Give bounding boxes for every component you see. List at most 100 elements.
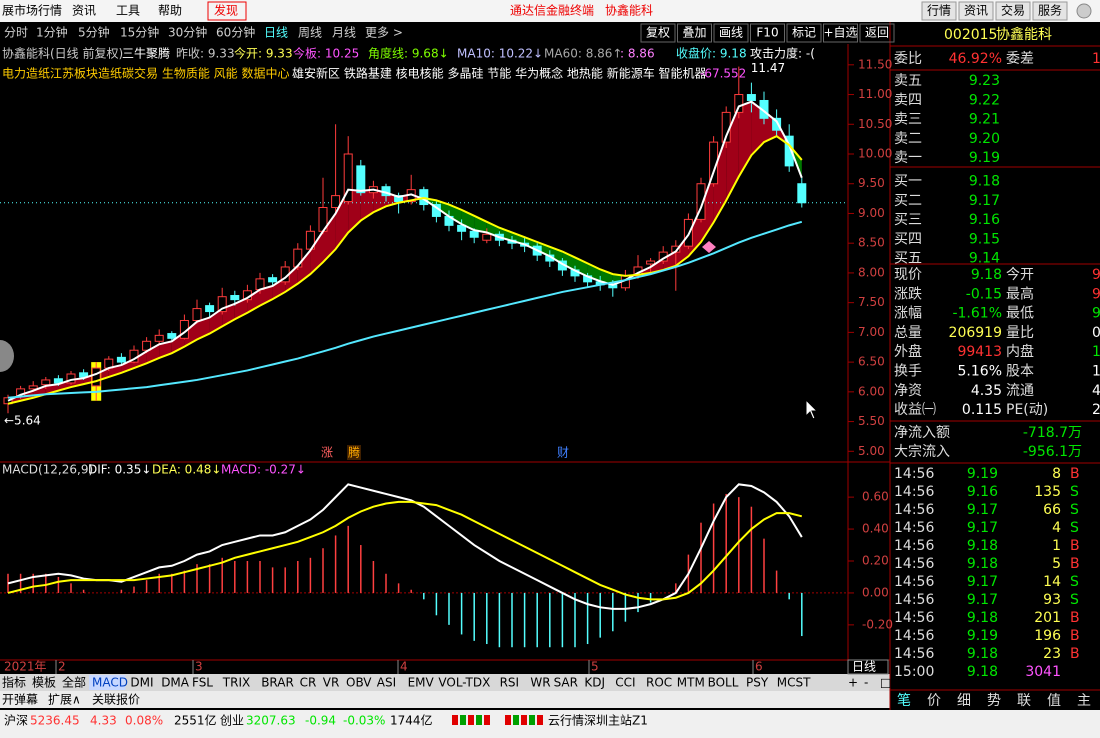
period-tab[interactable]: 5分钟 bbox=[78, 25, 110, 40]
indicator-readout: MA10: 10.22↓ bbox=[457, 47, 543, 61]
indicator-tab[interactable]: BRAR bbox=[261, 676, 294, 690]
trend-ribbon bbox=[310, 231, 323, 275]
y-tick-label: 9.50 bbox=[858, 176, 885, 190]
signal-diamond bbox=[702, 241, 716, 253]
menu-item[interactable]: 帮助 bbox=[158, 4, 182, 18]
toolbar-button[interactable] bbox=[640, 23, 676, 43]
field-label: 流通 bbox=[1006, 383, 1034, 399]
side-handle[interactable] bbox=[0, 340, 14, 372]
indicator-tab[interactable]: FSL bbox=[192, 676, 213, 690]
indicator-tab[interactable]: 全部 bbox=[62, 675, 86, 690]
indicator-tab[interactable]: WR bbox=[530, 676, 550, 690]
quote-tab[interactable]: 值 bbox=[1047, 693, 1061, 709]
period-tab[interactable]: 日线 bbox=[264, 26, 288, 40]
candle-body bbox=[734, 94, 744, 113]
indicator-tab[interactable]: DMA bbox=[161, 676, 190, 690]
quote-tab[interactable]: 价 bbox=[927, 693, 941, 709]
indicator-tab[interactable]: RSI bbox=[500, 676, 519, 690]
period-tab[interactable]: 60分钟 bbox=[216, 25, 255, 40]
indicator-tab[interactable]: DMI bbox=[130, 676, 153, 690]
field-value: 107 bbox=[1092, 344, 1100, 360]
status-icon bbox=[513, 715, 519, 725]
period-tab[interactable]: 30分钟 bbox=[168, 25, 207, 40]
chart-control[interactable]: + bbox=[848, 676, 858, 690]
menu-button[interactable] bbox=[921, 1, 957, 21]
indicator-tab[interactable]: KDJ bbox=[584, 676, 605, 690]
flow-value: -956.1万 bbox=[1023, 444, 1082, 460]
indicator-tab[interactable]: CR bbox=[300, 676, 317, 690]
trend-ribbon bbox=[335, 189, 349, 250]
menu-button[interactable] bbox=[958, 1, 994, 21]
book-price: 9.18 bbox=[969, 174, 1000, 190]
event-marker[interactable]: 财 bbox=[557, 446, 569, 460]
period-label: 日线 bbox=[852, 660, 876, 674]
menu-item[interactable]: 工具 bbox=[116, 4, 140, 18]
event-marker[interactable]: 腾 bbox=[348, 445, 360, 460]
period-tab[interactable]: 1分钟 bbox=[36, 25, 68, 40]
indicator-tab[interactable]: ROC bbox=[646, 676, 672, 690]
indicator-readout: 昨收: 9.33 bbox=[176, 47, 235, 61]
quote-tab[interactable]: 联 bbox=[1017, 693, 1031, 709]
toolbar-button[interactable] bbox=[786, 23, 822, 43]
book-price: 9.21 bbox=[969, 112, 1000, 128]
extra-tab[interactable]: 关联报价 bbox=[92, 692, 140, 707]
y-tick-label: 0.20 bbox=[862, 554, 889, 568]
indicator-tab[interactable]: MACD bbox=[92, 676, 128, 690]
menu-button[interactable] bbox=[1032, 1, 1068, 21]
indicator-tab[interactable]: VOL-TDX bbox=[438, 676, 490, 690]
period-tab[interactable]: 15分钟 bbox=[120, 25, 159, 40]
chart-control[interactable]: - bbox=[864, 676, 868, 690]
indicator-readout: 攻击力度: -( bbox=[750, 46, 815, 61]
candle-body bbox=[192, 308, 202, 321]
extra-tab[interactable]: 扩展∧ bbox=[48, 693, 81, 707]
quote-tab[interactable]: 细 bbox=[957, 693, 971, 709]
y-tick-label: 9.00 bbox=[858, 206, 885, 220]
toolbar-button[interactable] bbox=[677, 23, 712, 43]
menu-item[interactable]: 资讯 bbox=[72, 4, 96, 18]
event-marker[interactable]: 涨 bbox=[321, 445, 333, 460]
indicator-tab[interactable]: CCI bbox=[615, 676, 635, 690]
quote-tab[interactable]: 主 bbox=[1077, 693, 1091, 709]
indicator-tab[interactable]: PSY bbox=[746, 676, 769, 690]
period-tab[interactable]: 月线 bbox=[332, 26, 356, 40]
indicator-tab[interactable]: VR bbox=[323, 676, 340, 690]
indicator-tab[interactable]: EMV bbox=[408, 676, 435, 690]
y-tick-label: 6.00 bbox=[858, 384, 885, 398]
indicator-tab[interactable]: 模板 bbox=[32, 676, 56, 690]
candle-body bbox=[268, 277, 278, 283]
menu-item[interactable]: 展市场行情 bbox=[2, 3, 62, 18]
status-icon bbox=[468, 715, 474, 725]
indicator-tab[interactable]: MCST bbox=[777, 676, 811, 690]
indicator-tab[interactable]: 指标 bbox=[2, 675, 26, 690]
period-tab[interactable]: 分时 bbox=[4, 26, 28, 40]
toolbar-button[interactable] bbox=[823, 23, 858, 43]
menu-discover[interactable]: 发现 bbox=[214, 3, 238, 18]
status-item: 4.33 bbox=[90, 714, 117, 728]
book-price: 9.17 bbox=[969, 193, 1000, 209]
extra-tab[interactable]: 开弹幕 bbox=[2, 693, 38, 707]
period-tab[interactable]: 更多 > bbox=[365, 26, 403, 40]
indicator-tab[interactable]: MTM bbox=[677, 676, 705, 690]
indicator-tab[interactable]: ASI bbox=[377, 676, 396, 690]
flow-label: 净流入额 bbox=[894, 425, 950, 441]
tick-side: S bbox=[1070, 520, 1079, 536]
quote-tab[interactable]: 笔 bbox=[897, 693, 911, 709]
indicator-tab[interactable]: SAR bbox=[554, 676, 578, 690]
menu-button[interactable] bbox=[995, 1, 1031, 21]
tick-price: 9.18 bbox=[967, 538, 998, 554]
trend-ribbon bbox=[272, 277, 286, 300]
fast-line bbox=[7, 100, 803, 402]
toolbar-button[interactable] bbox=[713, 23, 749, 43]
field-label: 现价 bbox=[894, 267, 922, 283]
indicator-tab[interactable]: TRIX bbox=[222, 676, 250, 690]
quote-tab[interactable]: 势 bbox=[987, 693, 1001, 709]
candle-body bbox=[230, 295, 240, 301]
indicator-tab[interactable]: BOLL bbox=[708, 676, 739, 690]
window-control[interactable] bbox=[1076, 3, 1092, 19]
indicator-tab[interactable]: OBV bbox=[346, 676, 372, 690]
status-item: 2551亿 bbox=[174, 713, 217, 728]
chart-control[interactable]: □ bbox=[880, 676, 891, 690]
period-tab[interactable]: 周线 bbox=[298, 26, 322, 40]
toolbar-button[interactable] bbox=[750, 23, 785, 43]
toolbar-button[interactable] bbox=[859, 23, 895, 43]
